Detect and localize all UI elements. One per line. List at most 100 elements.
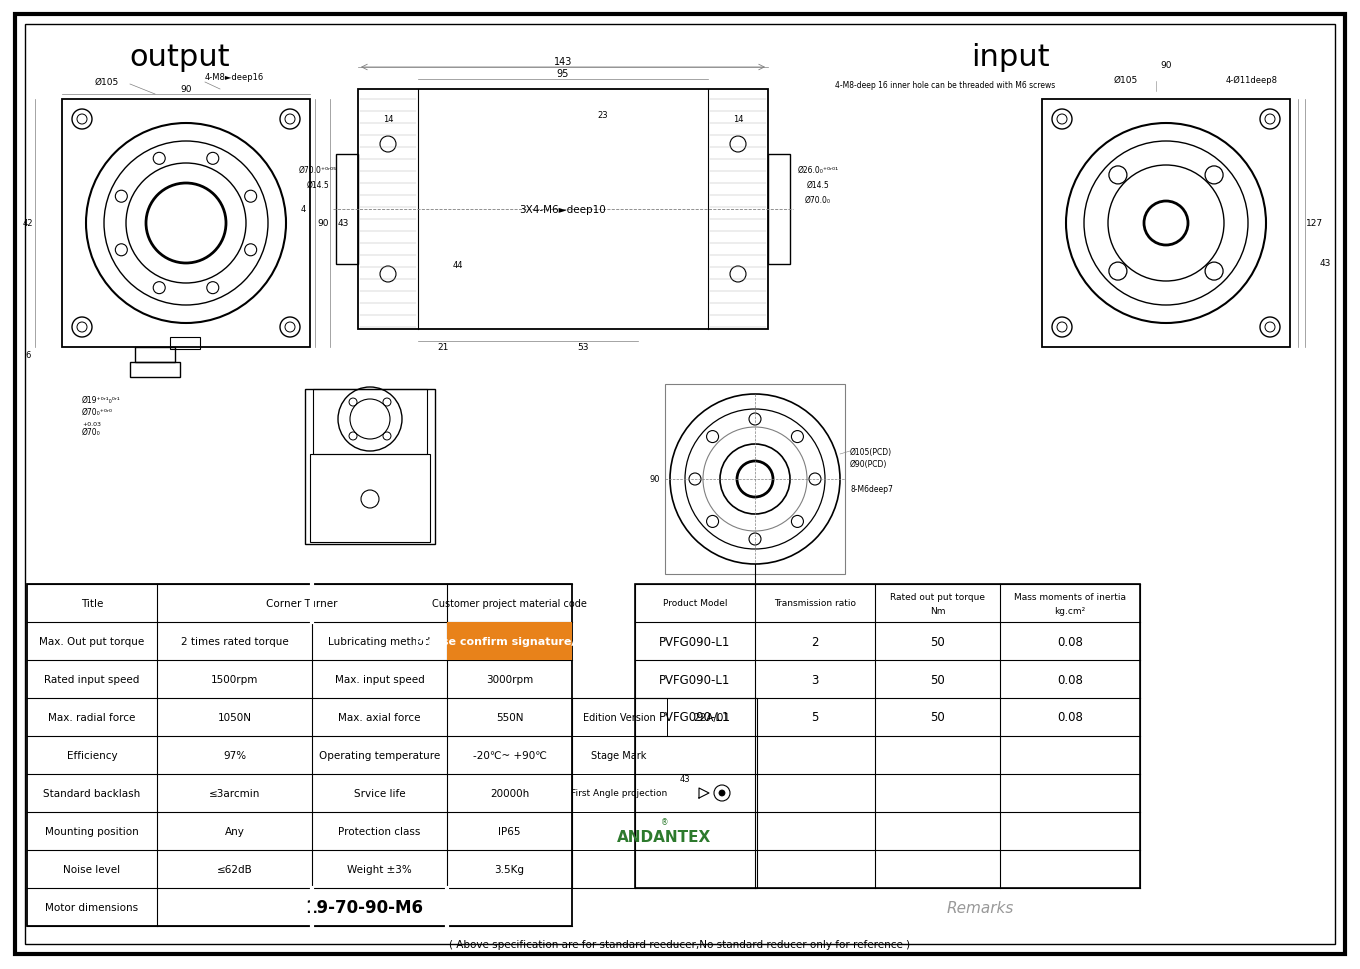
Text: Ø70₀⁺⁰ʳ⁰: Ø70₀⁺⁰ʳ⁰ [82,407,113,416]
Text: Rated out put torque: Rated out put torque [889,592,985,601]
Text: 90: 90 [1160,60,1172,70]
Text: ®: ® [661,817,668,827]
Text: Lubricating method: Lubricating method [328,637,431,646]
Text: Any: Any [224,827,245,836]
Text: 1050N: 1050N [218,712,252,722]
Text: 550N: 550N [496,712,524,722]
Text: 21: 21 [438,343,449,352]
Text: Ø70.0⁺⁰ʳ⁰⁵: Ø70.0⁺⁰ʳ⁰⁵ [299,166,337,174]
Text: 90: 90 [317,219,329,229]
Text: 4-Ø11deep8: 4-Ø11deep8 [1225,76,1278,84]
Text: Product Model: Product Model [662,599,728,608]
Text: PVFG090-L1: PVFG090-L1 [660,711,730,724]
Text: input: input [971,44,1050,73]
Text: Ø19⁺⁰ʳ¹₀⁰ʳ¹: Ø19⁺⁰ʳ¹₀⁰ʳ¹ [82,395,121,404]
Text: 95: 95 [556,69,570,78]
Text: Max. Out put torque: Max. Out put torque [39,637,144,646]
Text: Efficiency: Efficiency [67,750,117,761]
Text: Stage Mark: Stage Mark [592,750,647,761]
Text: Edition Version: Edition Version [582,712,656,722]
Text: Ø70.0₀: Ø70.0₀ [805,196,831,204]
Text: Standard backlash: Standard backlash [44,788,140,798]
Text: 6: 6 [26,350,31,359]
Text: Ø70₀: Ø70₀ [82,427,101,436]
Bar [27,584,573,926]
Text: 50: 50 [930,711,945,724]
Text: Max. axial force: Max. axial force [339,712,420,722]
Text: Transmission ratio: Transmission ratio [774,599,855,608]
Bar [358,90,768,329]
Text: 4-M8-deep 16 inner hole can be threaded with M6 screws: 4-M8-deep 16 inner hole can be threaded … [835,80,1055,89]
Text: 20000h: 20000h [490,788,529,798]
Text: Ø90(PCD): Ø90(PCD) [850,460,887,469]
Text: 14: 14 [733,115,744,124]
Text: Ø14.5: Ø14.5 [806,180,830,189]
Text: 3X4-M6►deep10: 3X4-M6►deep10 [520,204,607,215]
Text: 97%: 97% [223,750,246,761]
Bar [135,348,175,362]
Bar [310,454,430,543]
Bar [573,699,758,888]
Bar [313,390,427,454]
Text: Corner Turner: Corner Turner [267,599,337,609]
Text: 3.5Kg: 3.5Kg [495,864,525,874]
Text: Max. input speed: Max. input speed [335,674,424,684]
Text: kg.cm²: kg.cm² [1054,607,1085,616]
Text: Mass moments of inertia: Mass moments of inertia [1015,592,1126,601]
Text: 3: 3 [812,672,819,686]
Text: 8-M6deep7: 8-M6deep7 [850,485,894,494]
Text: 0.08: 0.08 [1057,672,1083,686]
Text: Please confirm signature/date: Please confirm signature/date [415,637,604,646]
Bar [1042,100,1291,348]
Text: ≤62dB: ≤62dB [216,864,253,874]
Text: PVFG090-L1: PVFG090-L1 [660,635,730,648]
Text: 5: 5 [812,711,819,724]
Bar [170,337,200,350]
Text: 22A/01: 22A/01 [694,712,730,722]
Bar [131,362,180,378]
Text: ( Above specification are for standard reeducer,No standard reducer only for ref: ( Above specification are for standard r… [449,939,911,949]
Text: 44: 44 [453,261,464,269]
Text: output: output [129,44,230,73]
Text: 42: 42 [23,219,33,229]
Text: Ø105(PCD): Ø105(PCD) [850,447,892,456]
Text: 43: 43 [339,219,350,229]
Text: 19-70-90-M6: 19-70-90-M6 [306,898,423,916]
Text: ANDANTEX: ANDANTEX [617,829,711,844]
Text: -20℃~ +90℃: -20℃~ +90℃ [472,750,547,761]
Text: Motor dimensions: Motor dimensions [45,902,139,912]
Circle shape [719,790,725,797]
Text: 4: 4 [301,205,306,214]
Text: Weight ±3%: Weight ±3% [347,864,412,874]
Text: Protection class: Protection class [339,827,420,836]
Text: Customer project material code: Customer project material code [432,599,588,609]
Text: 90: 90 [650,475,660,484]
Text: Srvice life: Srvice life [354,788,405,798]
Text: Operating temperature: Operating temperature [318,750,441,761]
Text: 43: 43 [1319,260,1330,268]
Bar [305,390,435,545]
Text: 0.08: 0.08 [1057,711,1083,724]
Text: Rated input speed: Rated input speed [45,674,140,684]
Text: 127: 127 [1307,219,1323,229]
Text: PVFG090-L1: PVFG090-L1 [660,672,730,686]
Text: Remarks: Remarks [947,900,1013,916]
Text: 50: 50 [930,672,945,686]
Text: +0.03: +0.03 [82,422,101,426]
Text: 43: 43 [680,774,691,784]
Text: Synthetic grease: Synthetic grease [465,637,554,646]
Text: 2: 2 [812,635,819,648]
Text: Title: Title [80,599,103,609]
Bar [447,622,573,660]
Text: 50: 50 [930,635,945,648]
Text: 143: 143 [554,57,573,67]
Text: Ø14.5: Ø14.5 [306,180,329,189]
Text: Max. radial force: Max. radial force [49,712,136,722]
Text: 53: 53 [577,343,589,352]
Text: 1500rpm: 1500rpm [211,674,258,684]
Bar [635,584,1140,888]
Text: 0.08: 0.08 [1057,635,1083,648]
Text: ≤3arcmin: ≤3arcmin [209,788,260,798]
Text: Ø105: Ø105 [95,78,120,86]
Bar [768,155,790,265]
